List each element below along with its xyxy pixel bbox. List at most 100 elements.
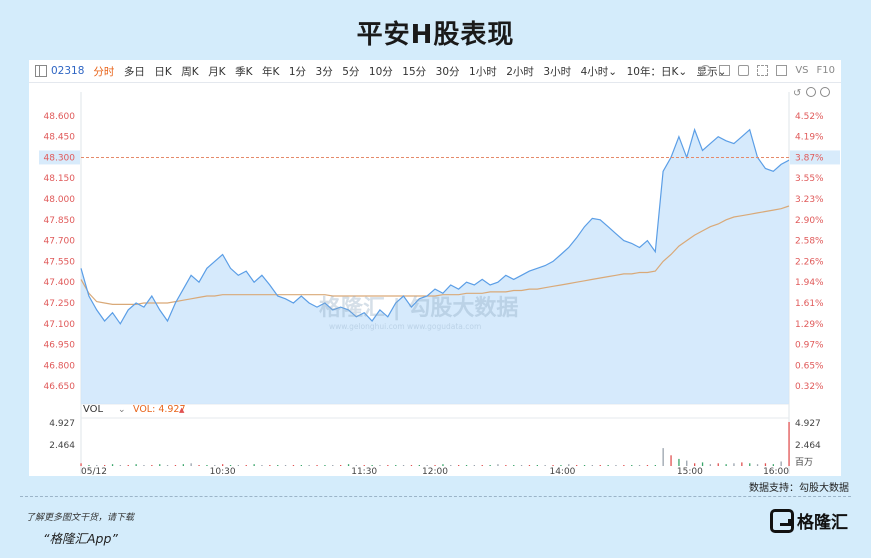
period-tab[interactable]: 1小时 — [469, 65, 497, 78]
volume-tick-label: 百万 — [795, 457, 813, 468]
divider — [20, 496, 851, 497]
volume-bar — [576, 465, 578, 466]
volume-tick-label: 2.464 — [795, 441, 821, 451]
volume-bar — [214, 465, 216, 466]
period-tab[interactable]: 4小时⌄ — [580, 65, 618, 78]
volume-bar — [277, 465, 279, 466]
vol-legend: VOL ⌄ VOL: 4.927 ▲ — [83, 404, 186, 415]
crop-icon[interactable] — [757, 65, 769, 76]
volume-bar — [552, 465, 554, 466]
sidebar-toggle-icon[interactable] — [35, 65, 47, 77]
period-tab[interactable]: 3小时 — [543, 65, 572, 78]
zoom-out-icon[interactable] — [806, 87, 816, 97]
current-price-label: 48.300 — [44, 153, 76, 163]
pct-tick-label: 2.26% — [795, 257, 824, 267]
volume-bar — [741, 462, 743, 466]
period-tab[interactable]: 5分 — [342, 65, 360, 78]
expand-icon[interactable] — [776, 65, 788, 76]
volume-bar — [733, 463, 735, 466]
volume-bar — [222, 464, 224, 466]
footer-tagline: 了解更多图文干货，请下载 — [26, 513, 135, 523]
y-tick-label: 48.450 — [44, 133, 76, 143]
price-area — [81, 129, 789, 404]
period-tab[interactable]: 月K — [208, 65, 226, 78]
volume-bar — [772, 464, 774, 466]
volume-bar — [127, 465, 129, 466]
zoom-in-icon[interactable] — [820, 87, 830, 97]
volume-bar — [355, 465, 357, 466]
period-tab[interactable]: 季K — [235, 65, 253, 78]
period-tab[interactable]: 10年：日K⌄ — [626, 65, 688, 78]
x-tick-label: 14:00 — [549, 467, 575, 476]
volume-bar — [686, 460, 688, 466]
volume-bar — [568, 464, 570, 466]
volume-bar — [725, 464, 727, 466]
volume-bar — [623, 465, 625, 466]
volume-bars — [80, 422, 790, 466]
volume-bar — [654, 465, 656, 466]
period-tab[interactable]: 年K — [261, 65, 280, 78]
volume-bar — [678, 458, 680, 466]
vs-button[interactable]: VS — [795, 65, 809, 76]
period-tab[interactable]: 3分 — [315, 65, 333, 78]
volume-bar — [599, 465, 601, 466]
y-tick-label: 47.850 — [44, 216, 76, 226]
volume-bar — [615, 465, 617, 466]
period-tab[interactable]: 10分 — [368, 65, 393, 78]
logo-mark-icon — [770, 508, 794, 533]
period-tab[interactable]: 日K — [154, 65, 172, 78]
period-tab[interactable]: 1分 — [288, 65, 307, 78]
volume-bar — [237, 465, 239, 466]
volume-bar — [497, 464, 499, 466]
period-tab[interactable]: 2小时 — [506, 65, 534, 78]
pct-tick-label: 4.52% — [795, 112, 824, 122]
y-tick-label: 48.000 — [44, 195, 76, 205]
volume-bar — [300, 465, 302, 466]
up-arrow-icon: ▲ — [179, 406, 185, 414]
pct-tick-label: 0.97% — [795, 341, 824, 351]
period-tab[interactable]: 周K — [181, 65, 199, 78]
watermark-sub: www.gelonghui.com www.gogudata.com — [329, 322, 481, 331]
f10-button[interactable]: F10 — [816, 65, 835, 76]
vol-dropdown-icon[interactable]: ⌄ — [118, 405, 126, 415]
footer-app-name: “格隆汇App” — [43, 531, 118, 546]
volume-tick-label: 2.464 — [49, 441, 75, 451]
y-tick-label: 46.650 — [44, 382, 76, 392]
watermark-text: 格隆汇 | 勾股大数据 — [319, 295, 518, 321]
settings-icon[interactable] — [700, 65, 712, 76]
volume-bar — [465, 465, 468, 466]
volume-bar — [458, 465, 460, 466]
undo-icon[interactable]: ↺ — [793, 88, 801, 99]
volume-bar — [662, 448, 664, 466]
volume-bar — [88, 465, 90, 466]
period-tab[interactable]: 30分 — [435, 65, 460, 78]
top-right-controls: ↺ — [793, 87, 830, 99]
volume-bar — [379, 465, 381, 466]
volume-bar — [756, 464, 759, 466]
vol-value-label: VOL: 4.927 — [133, 404, 186, 415]
volume-bar — [229, 465, 232, 466]
box-icon[interactable] — [719, 65, 731, 76]
volume-bar — [284, 465, 287, 466]
volume-bar — [442, 464, 444, 466]
current-price-box — [39, 150, 80, 165]
period-tab[interactable]: 分时 — [93, 65, 115, 78]
pct-tick-label: 3.55% — [795, 174, 824, 184]
volume-bar — [166, 465, 169, 466]
volume-bar — [316, 465, 318, 466]
camera-icon[interactable] — [738, 65, 750, 76]
volume-bar — [638, 465, 641, 466]
volume-bar — [764, 463, 767, 466]
volume-bar — [292, 465, 295, 466]
chart-toolbar: 02318 分时 多日 日K 周K 月K 季K 年K 1分 3分 5分 10分 15分 30分 1小时 2小… — [29, 60, 841, 83]
pct-tick-label: 2.58% — [795, 237, 824, 247]
period-tab[interactable]: 多日 — [123, 65, 145, 78]
pct-tick-label: 3.23% — [795, 195, 824, 205]
period-tab[interactable]: 15分 — [402, 65, 427, 78]
current-pct-label: 3.87% — [795, 153, 824, 163]
volume-bar — [174, 465, 177, 466]
volume-bar — [788, 422, 790, 466]
x-tick-label: 05/12 — [81, 467, 107, 476]
volume-bar — [481, 465, 483, 466]
volume-bar — [607, 465, 609, 466]
